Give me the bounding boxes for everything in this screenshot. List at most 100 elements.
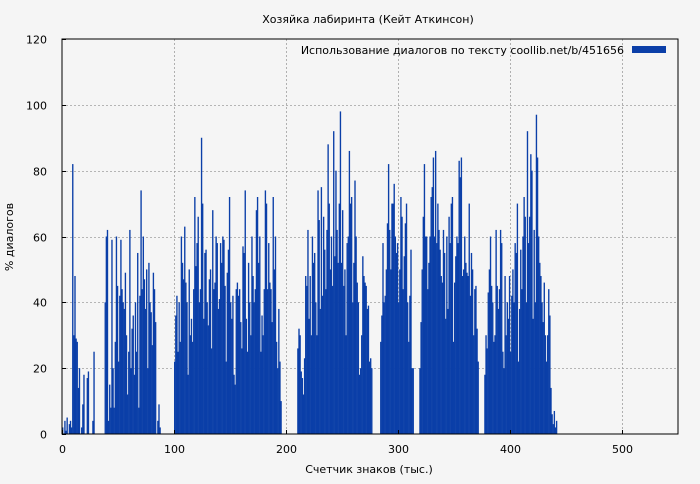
bar <box>268 243 270 434</box>
bar <box>380 341 382 434</box>
bar <box>464 236 466 434</box>
bar <box>141 289 143 434</box>
bar <box>363 276 365 434</box>
bar <box>81 427 83 434</box>
bar <box>144 308 147 434</box>
bar <box>440 276 442 434</box>
bar <box>200 137 203 434</box>
bar <box>506 302 509 434</box>
bar <box>542 322 544 434</box>
bar <box>439 249 441 434</box>
bar <box>523 197 525 434</box>
bar <box>467 276 469 434</box>
bar <box>258 262 260 434</box>
axis-ticks: 0 20 40 60 80 100 120 0 100 200 300 400 500 <box>26 34 633 457</box>
bar <box>269 282 271 434</box>
bar <box>178 302 180 434</box>
bar <box>462 269 465 434</box>
bar <box>475 285 477 435</box>
bar <box>219 243 222 434</box>
bar <box>383 302 385 434</box>
bar <box>271 322 273 434</box>
bar <box>536 157 539 434</box>
bar <box>347 236 349 434</box>
bar <box>143 279 146 434</box>
bar <box>72 164 74 434</box>
bar <box>516 203 519 434</box>
x-tick-label: 400 <box>500 443 521 456</box>
bar <box>316 335 318 434</box>
bar <box>458 160 460 435</box>
bar <box>457 243 459 434</box>
bar <box>217 308 220 434</box>
bar <box>328 203 330 434</box>
bar <box>209 269 212 434</box>
bar <box>448 216 450 434</box>
bar <box>352 302 354 434</box>
bar <box>311 236 314 434</box>
chart-title: Хозяйка лабиринта (Кейт Аткинсон) <box>262 13 474 26</box>
bar <box>215 236 217 434</box>
bar <box>546 335 549 434</box>
bar <box>386 223 389 434</box>
bar <box>459 177 461 434</box>
bar <box>518 308 521 434</box>
bar <box>64 420 66 434</box>
bar <box>280 401 282 434</box>
bar <box>263 289 265 434</box>
bar <box>92 420 94 434</box>
bar <box>132 315 134 434</box>
bar <box>301 378 304 434</box>
bar <box>368 361 371 434</box>
bar <box>179 341 181 434</box>
bar <box>93 351 95 434</box>
bar <box>233 374 235 434</box>
bar <box>339 111 342 435</box>
bar <box>527 243 530 434</box>
bar <box>115 236 118 434</box>
bar <box>69 420 72 434</box>
bar <box>359 368 362 434</box>
bar <box>193 289 195 434</box>
bar <box>446 236 448 434</box>
legend: Использование диалогов по тексту coollib… <box>301 44 666 57</box>
bar <box>234 384 236 435</box>
bar <box>116 285 119 435</box>
bar <box>549 315 551 434</box>
bar <box>86 378 89 434</box>
bar <box>361 335 363 434</box>
bar <box>182 279 185 434</box>
bar <box>325 289 327 434</box>
bar <box>124 272 127 434</box>
y-tick-label: 60 <box>33 232 47 245</box>
bar <box>198 302 201 434</box>
bar <box>465 262 467 434</box>
bar <box>486 348 488 434</box>
bar <box>535 114 538 435</box>
bar <box>228 197 231 434</box>
x-axis-label: Счетчик знаков (тыс.) <box>305 463 433 476</box>
bar <box>251 236 253 434</box>
bar <box>477 361 479 434</box>
bar <box>452 341 455 434</box>
bar <box>256 197 259 434</box>
bar <box>494 335 496 434</box>
bar <box>387 164 390 434</box>
y-axis-label: % диалогов <box>3 203 16 271</box>
bar <box>499 229 502 434</box>
bar <box>181 262 184 434</box>
bar <box>441 282 444 434</box>
bar <box>501 243 503 434</box>
bar <box>153 289 156 434</box>
bar <box>504 276 506 434</box>
bar <box>174 361 176 434</box>
x-tick-label: 500 <box>612 443 633 456</box>
bar <box>511 295 513 434</box>
bar <box>275 341 278 434</box>
bar <box>259 236 261 434</box>
legend-label: Использование диалогов по тексту coollib… <box>301 44 624 57</box>
bar <box>194 197 196 434</box>
bar <box>210 348 213 434</box>
bar <box>358 374 361 434</box>
